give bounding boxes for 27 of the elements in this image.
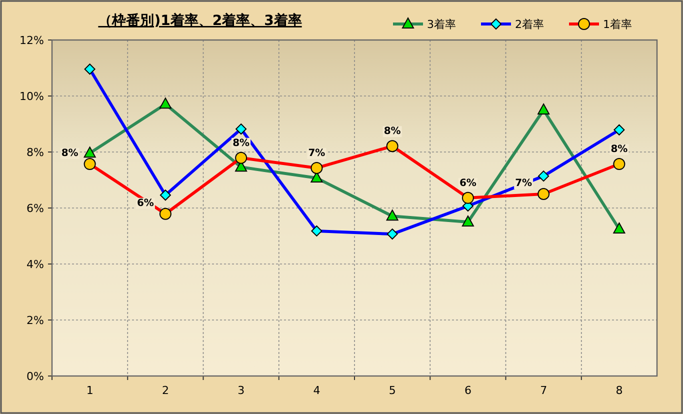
legend-label: 2着率 <box>515 18 544 31</box>
x-tick-label: 6 <box>464 384 472 397</box>
x-tick-label: 2 <box>162 384 169 397</box>
data-label: 6% <box>136 198 154 209</box>
y-tick-label: 2% <box>26 314 44 327</box>
data-label: 7% <box>308 148 326 159</box>
legend-label: 1着率 <box>603 18 632 31</box>
x-tick-label: 5 <box>388 384 396 397</box>
x-tick-label: 7 <box>540 384 548 397</box>
y-tick-label: 8% <box>26 146 44 159</box>
y-tick-label: 12% <box>20 34 44 47</box>
x-tick-label: 3 <box>238 384 245 397</box>
data-label: 8% <box>232 138 250 149</box>
x-tick-label: 1 <box>86 384 94 397</box>
y-tick-label: 6% <box>26 202 44 215</box>
chart-title: （枠番別)1着率、2着率、3着率 <box>98 12 302 29</box>
legend-label: 3着率 <box>427 18 456 31</box>
data-label: 8% <box>610 144 628 156</box>
data-label: 7% <box>515 178 532 189</box>
data-label: 8% <box>384 126 401 138</box>
y-tick-label: 4% <box>26 258 44 271</box>
x-tick-label: 4 <box>313 384 320 397</box>
data-label: 6% <box>459 178 476 189</box>
y-tick-label: 10% <box>20 90 44 103</box>
data-label: 8% <box>61 148 78 160</box>
y-tick-label: 0% <box>26 370 44 383</box>
x-tick-label: 8 <box>616 384 623 397</box>
